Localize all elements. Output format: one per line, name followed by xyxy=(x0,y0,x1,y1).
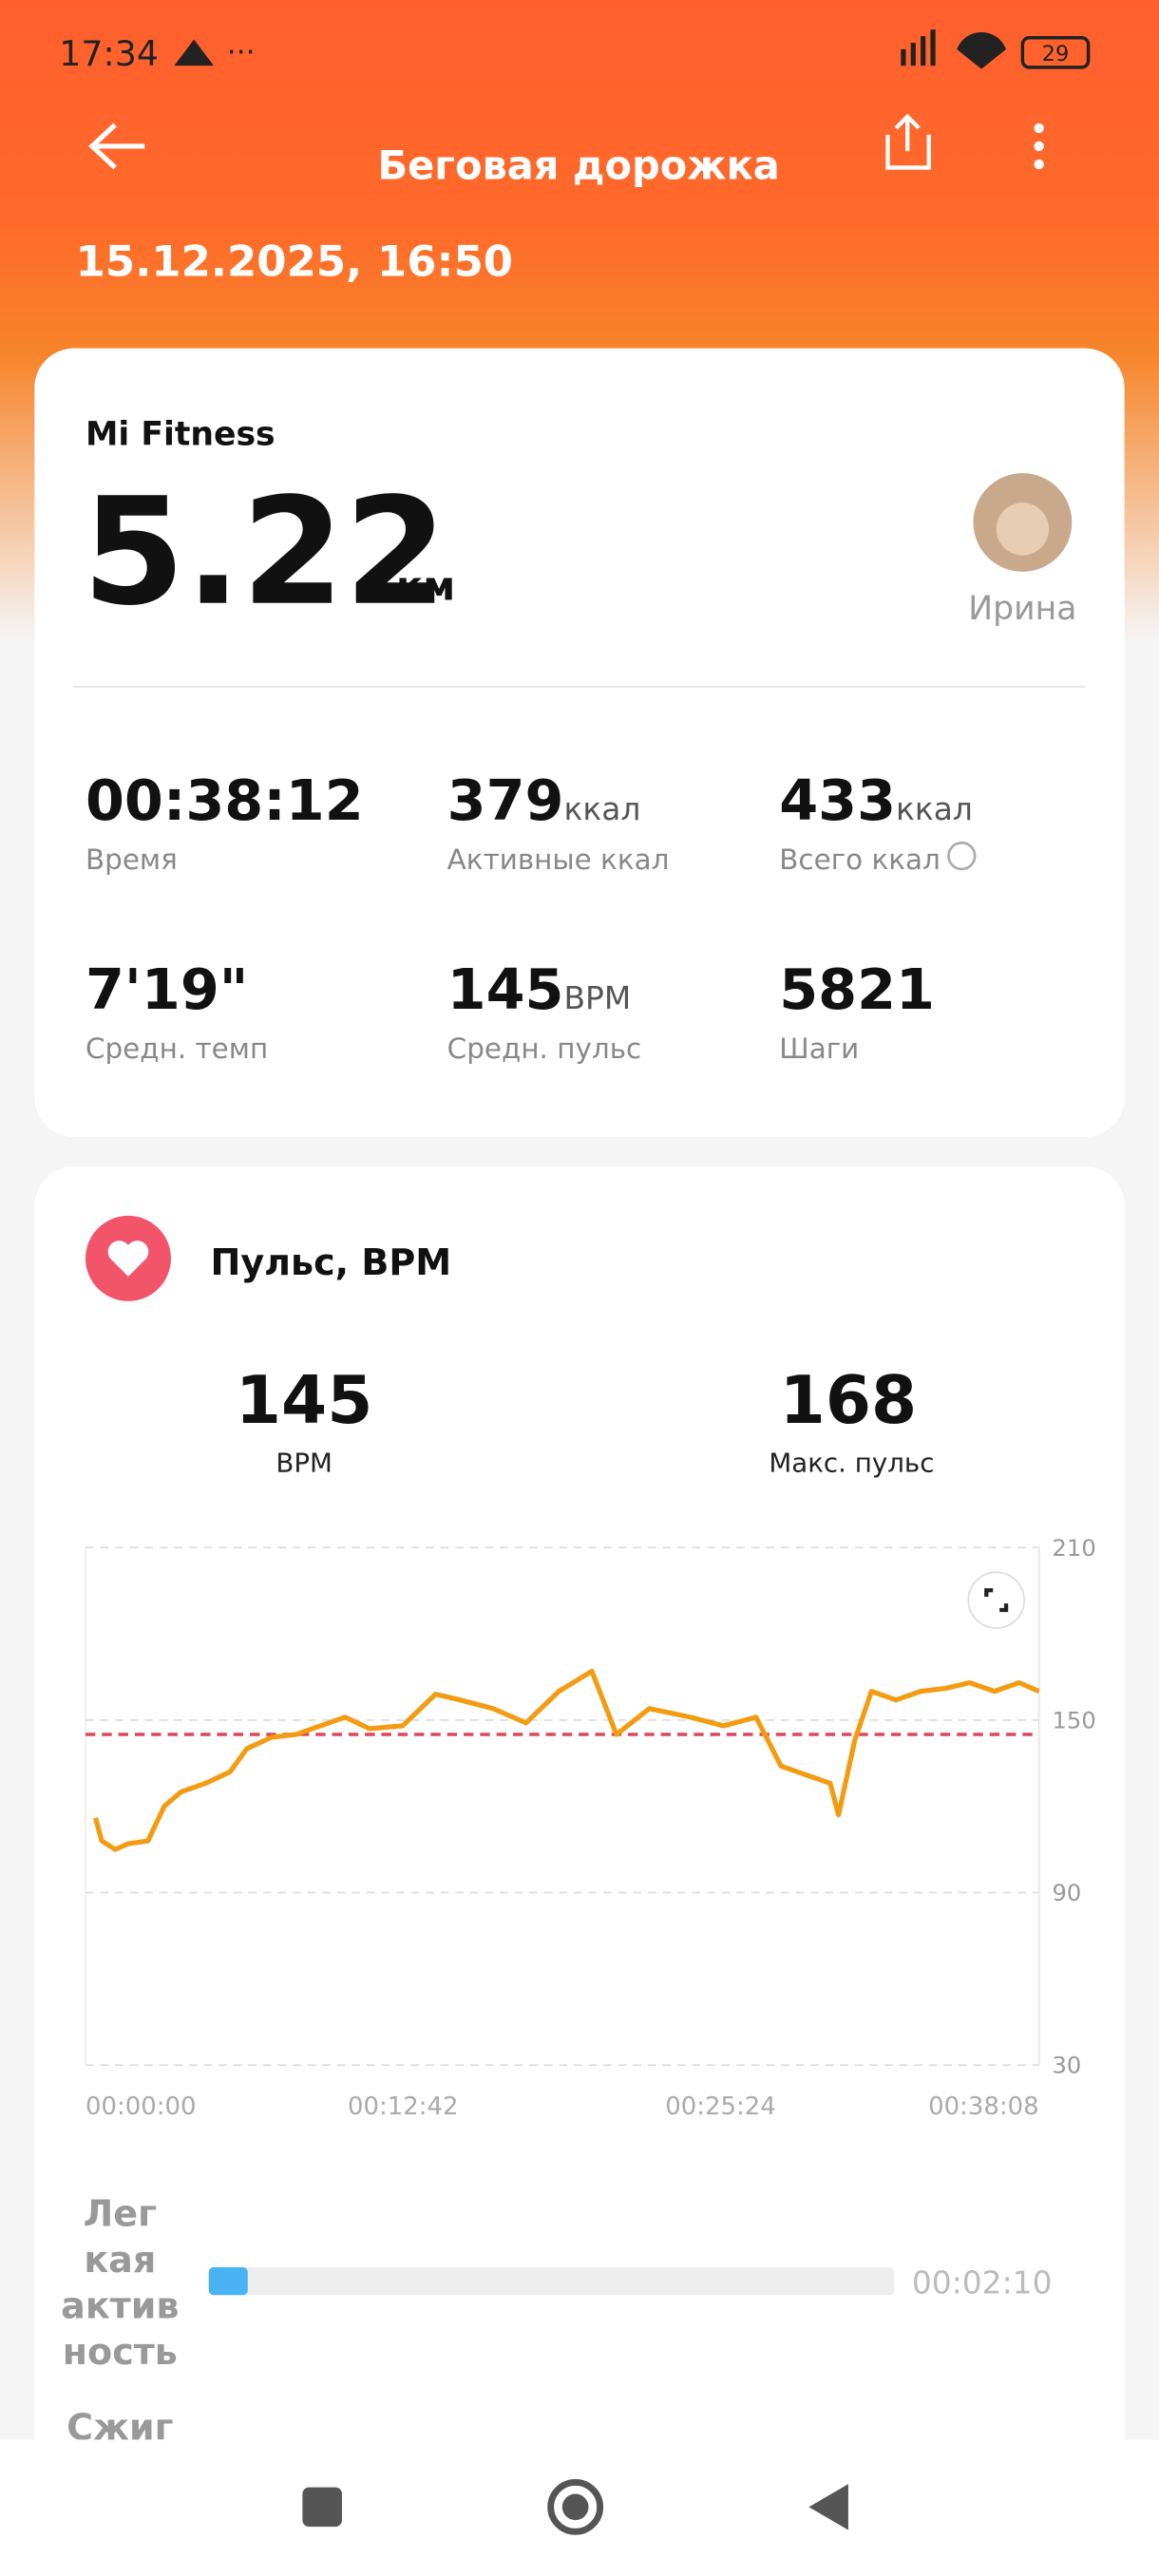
nav-back[interactable] xyxy=(808,2484,848,2530)
stat-label: Время xyxy=(86,843,178,876)
heart-icon xyxy=(107,1241,149,1277)
y-tick-label: 210 xyxy=(1053,1535,1096,1562)
stat-label: Шаги xyxy=(779,1032,859,1065)
nav-recent[interactable] xyxy=(302,2487,342,2528)
heart-title: Пульс, BPM xyxy=(211,1241,452,1283)
workout-date: 15.12.2025, 16:50 xyxy=(76,237,513,287)
page-title: Беговая дорожка xyxy=(377,142,779,189)
zone-track xyxy=(208,2266,895,2296)
status-time: 17:34 xyxy=(59,33,159,74)
status-dots: ··· xyxy=(227,36,256,70)
pulse-line xyxy=(93,1668,1040,1852)
stat-value: 5821 xyxy=(779,957,935,1022)
status-icon xyxy=(174,39,214,66)
stat-number: 379 xyxy=(447,767,564,833)
y-tick-label: 90 xyxy=(1053,1880,1082,1906)
max-pulse: 168 xyxy=(780,1363,917,1439)
y-tick-label: 30 xyxy=(1053,2053,1082,2079)
user-name: Ирина xyxy=(968,590,1076,628)
y-tick-label: 150 xyxy=(1053,1708,1096,1734)
stat-value: 379ккал xyxy=(447,767,641,833)
stat-unit: BPM xyxy=(563,979,631,1016)
stat-number: 433 xyxy=(779,767,896,833)
heart-card xyxy=(34,1166,1125,2576)
battery: 29 xyxy=(1042,42,1070,66)
avg-pulse: 145 xyxy=(236,1363,372,1439)
summary-card xyxy=(34,348,1125,1137)
max-label: Макс. пульс xyxy=(769,1448,934,1479)
stat-label: Активные ккал xyxy=(447,843,670,876)
stat-label: Средн. пульс xyxy=(447,1032,642,1065)
share-button[interactable] xyxy=(885,113,931,170)
expand-icon xyxy=(984,1588,1009,1613)
stat-value: 145BPM xyxy=(447,957,632,1022)
x-tick-label: 00:38:08 xyxy=(928,2093,1039,2121)
stat-unit: ккал xyxy=(896,790,973,827)
zone-label: кая xyxy=(84,2239,156,2281)
stat-value: 7'19" xyxy=(86,957,248,1022)
avg-unit: BPM xyxy=(276,1448,332,1479)
x-tick-label: 00:00:00 xyxy=(86,2093,197,2121)
zone-time: 00:02:10 xyxy=(912,2264,1053,2301)
stat-number: 7'19" xyxy=(86,957,248,1022)
stat-label: Всего ккал xyxy=(779,843,940,876)
back-button[interactable] xyxy=(88,123,145,170)
nav-home[interactable] xyxy=(547,2478,604,2535)
nav-home-dot xyxy=(561,2493,589,2521)
stat-number: 00:38:12 xyxy=(86,767,364,833)
zone-bar xyxy=(208,2266,248,2296)
x-tick-label: 00:25:24 xyxy=(665,2093,776,2121)
stat-label: Средн. темп xyxy=(86,1032,268,1065)
zone-label: Лег xyxy=(84,2193,157,2235)
stat-value: 433ккал xyxy=(779,767,973,833)
zone-label: актив xyxy=(61,2284,179,2326)
stat-unit: ккал xyxy=(563,790,640,827)
stat-number: 5821 xyxy=(779,957,935,1022)
distance-unit: км xyxy=(396,562,455,609)
expand-button[interactable] xyxy=(967,1571,1025,1629)
avatar-face xyxy=(996,502,1050,556)
zone-label: Сжиг xyxy=(66,2406,173,2448)
source: Mi Fitness xyxy=(86,416,276,454)
status-icons xyxy=(901,29,1091,69)
stat-value: 00:38:12 xyxy=(86,767,364,833)
zone-label: ность xyxy=(63,2331,178,2373)
info-icon[interactable] xyxy=(947,841,977,871)
stat-number: 145 xyxy=(447,957,564,1022)
menu-button[interactable] xyxy=(1034,123,1044,170)
distance: 5.22 xyxy=(83,465,447,638)
x-tick-label: 00:12:42 xyxy=(348,2093,459,2121)
